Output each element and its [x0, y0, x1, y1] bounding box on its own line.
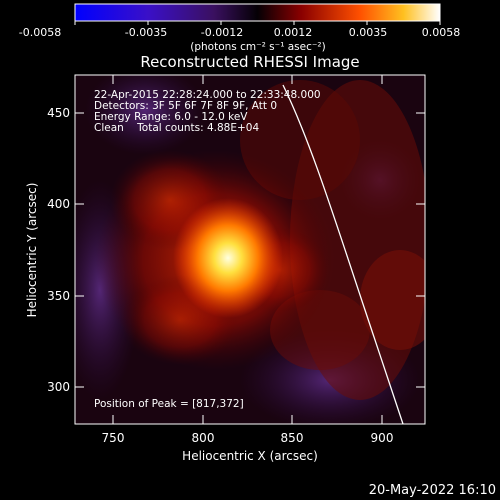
x-tick-label: 750: [102, 431, 125, 445]
colorbar-tick-label: 0.0035: [349, 26, 388, 39]
y-axis-label: Heliocentric Y (arcsec): [25, 183, 39, 318]
colorbar-units: (photons cm⁻² s⁻¹ asec⁻²): [190, 41, 325, 53]
colorbar-tick-label: -0.0058: [19, 26, 61, 39]
x-tick-label: 800: [192, 431, 215, 445]
y-ticks: [75, 112, 425, 388]
colorbar-tick-label: 0.0058: [422, 26, 461, 39]
x-tick-label: 850: [281, 431, 304, 445]
annotation-energy: Energy Range: 6.0 - 12.0 keV: [94, 111, 248, 123]
colorbar: [74, 3, 441, 22]
y-tick-label: 300: [47, 380, 70, 394]
peak-source: [173, 198, 283, 318]
annotation-peak: Position of Peak = [817,372]: [94, 398, 244, 410]
annotation-method-counts: Clean Total counts: 4.88E+04: [94, 122, 259, 134]
y-tick-label: 450: [47, 106, 70, 120]
colorbar-tick-label: -0.0012: [201, 26, 243, 39]
x-axis-label: Heliocentric X (arcsec): [182, 449, 318, 463]
x-ticks: [112, 75, 383, 424]
annotation-time-range: 22-Apr-2015 22:28:24.000 to 22:33:48.000: [94, 89, 321, 101]
plot-title: Reconstructed RHESSI Image: [140, 53, 359, 71]
plot-frame: [74, 74, 426, 425]
x-tick-label: 900: [371, 431, 394, 445]
footer-timestamp: 20-May-2022 16:10: [369, 483, 496, 498]
colorbar-tick-label: -0.0035: [125, 26, 167, 39]
colorbar-tick-label: 0.0012: [274, 26, 313, 39]
rhessi-image: [75, 75, 425, 424]
annotation-detectors: Detectors: 3F 5F 6F 7F 8F 9F, Att 0: [94, 100, 277, 112]
y-tick-label: 350: [47, 289, 70, 303]
colorbar-ticks: [74, 21, 441, 25]
y-tick-label: 400: [47, 197, 70, 211]
solar-limb-line: [282, 84, 404, 425]
